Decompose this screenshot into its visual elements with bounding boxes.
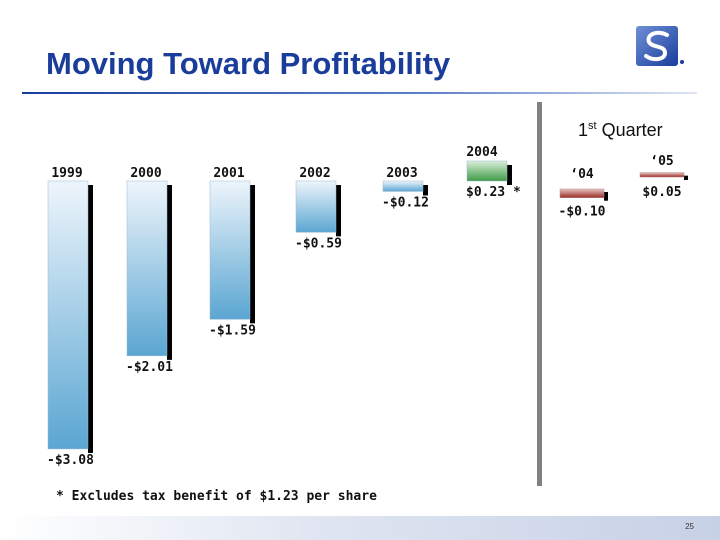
category-label-2003: 2003 bbox=[386, 166, 417, 181]
bar-2000 bbox=[126, 180, 168, 357]
category-label-‘05: ‘05 bbox=[650, 154, 673, 169]
value-label-1999: -$3.08 bbox=[47, 453, 94, 468]
title-underline bbox=[22, 92, 697, 94]
value-label-‘04: -$0.10 bbox=[559, 205, 606, 220]
bar-2002 bbox=[295, 180, 337, 233]
quarter-section-label: 1st Quarter bbox=[578, 120, 663, 141]
category-label-2000: 2000 bbox=[130, 166, 161, 181]
bar-shadow-2002 bbox=[336, 185, 341, 237]
bar-shadow-2000 bbox=[167, 185, 172, 360]
value-label-2001: -$1.59 bbox=[209, 323, 256, 338]
value-label-2002: -$0.59 bbox=[295, 236, 342, 251]
quarter-label-number: 1 bbox=[578, 120, 589, 140]
bar-1999 bbox=[47, 180, 89, 450]
value-label-‘05: $0.05 bbox=[642, 185, 681, 200]
bar-2001 bbox=[209, 180, 251, 320]
footnote: * Excludes tax benefit of $1.23 per shar… bbox=[56, 489, 377, 504]
footer-band bbox=[0, 516, 720, 540]
bar-2004 bbox=[466, 160, 508, 182]
bar-2003 bbox=[382, 180, 424, 192]
section-divider bbox=[537, 102, 542, 486]
bar-shadow-‘04 bbox=[604, 192, 608, 201]
bar-shadow-2001 bbox=[250, 185, 255, 324]
category-label-2001: 2001 bbox=[213, 166, 244, 181]
slide-title: Moving Toward Profitability bbox=[46, 46, 451, 81]
bar-shadow-‘05 bbox=[684, 175, 688, 180]
page-number: 25 bbox=[685, 522, 694, 531]
bar-‘05 bbox=[639, 172, 685, 178]
value-label-2004: $0.23 * bbox=[466, 185, 521, 200]
value-label-2000: -$2.01 bbox=[126, 360, 173, 375]
bar-shadow-1999 bbox=[88, 185, 93, 453]
bar-shadow-2004 bbox=[507, 164, 512, 185]
company-s-logo-icon bbox=[636, 26, 684, 66]
value-label-2003: -$0.12 bbox=[382, 195, 429, 210]
bar-‘04 bbox=[559, 188, 605, 198]
category-label-1999: 1999 bbox=[51, 166, 82, 181]
quarter-label-text: Quarter bbox=[596, 120, 663, 140]
category-label-2004: 2004 bbox=[466, 145, 497, 160]
category-label-‘04: ‘04 bbox=[570, 167, 594, 182]
quarter-label-suffix: st bbox=[588, 120, 597, 132]
bar-shadow-2003 bbox=[423, 185, 428, 196]
category-label-2002: 2002 bbox=[299, 166, 330, 181]
